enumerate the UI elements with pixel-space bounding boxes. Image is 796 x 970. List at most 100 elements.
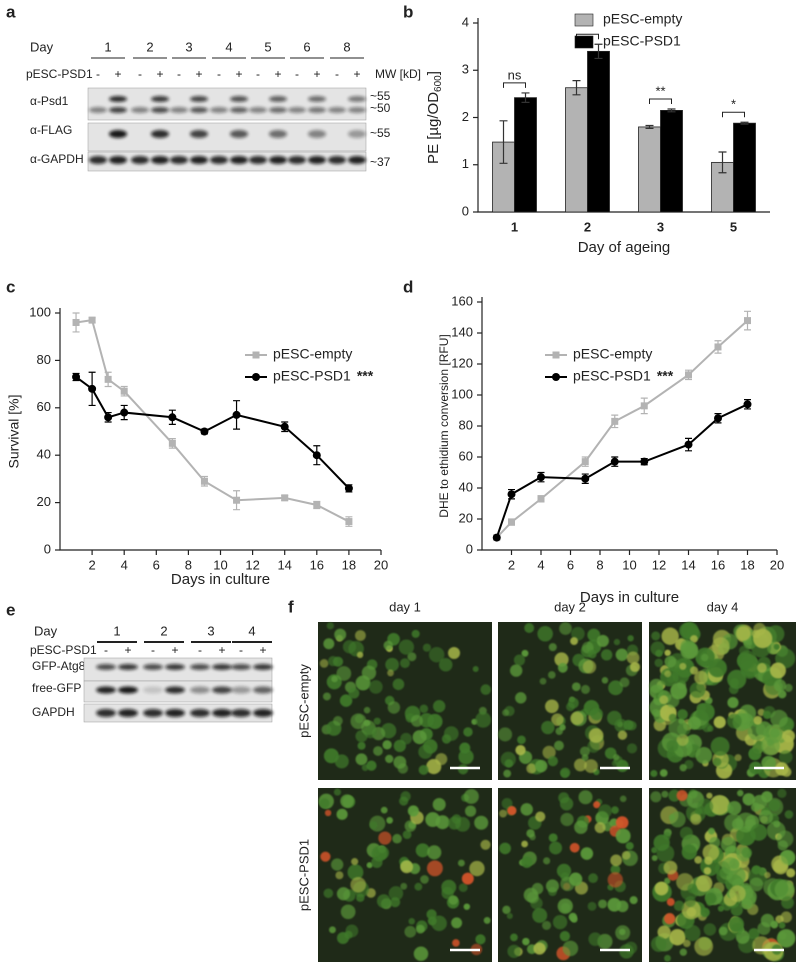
cell — [524, 623, 535, 633]
data-point — [168, 439, 176, 447]
blot-band — [210, 156, 228, 164]
blot-band — [96, 686, 116, 694]
cell — [588, 932, 602, 946]
blot-band — [288, 156, 306, 164]
cell — [730, 904, 743, 917]
cell — [526, 763, 537, 774]
cell — [623, 719, 634, 731]
blot-band — [253, 664, 273, 670]
x-tick-label: 5 — [730, 219, 737, 234]
plus-sign: + — [259, 643, 266, 657]
cell — [774, 879, 795, 900]
legend-label: pESC-PSD1 — [573, 368, 651, 384]
cell — [708, 658, 727, 678]
y-axis-label: Survival [%] — [6, 395, 22, 469]
cell — [498, 727, 513, 742]
cell — [786, 868, 796, 878]
cell — [355, 753, 368, 766]
y-tick-label: 0 — [44, 541, 51, 556]
cell — [463, 788, 479, 804]
cell — [580, 847, 594, 860]
cell — [513, 654, 526, 666]
y-tick-label: 100 — [29, 304, 51, 319]
cell — [537, 626, 553, 642]
cell — [654, 881, 669, 896]
cell — [734, 754, 742, 762]
micrograph — [318, 788, 492, 962]
cell — [562, 940, 579, 957]
cell — [718, 926, 728, 936]
cell — [499, 842, 511, 855]
y-tick-label: 120 — [451, 355, 473, 370]
cell — [545, 879, 559, 893]
cell — [629, 661, 641, 673]
cell — [535, 811, 546, 822]
cell — [448, 895, 459, 905]
cell — [335, 871, 344, 880]
x-tick-label: 3 — [657, 219, 664, 234]
cell — [319, 798, 330, 809]
cell — [650, 936, 667, 952]
cell — [776, 830, 794, 848]
cell — [727, 800, 742, 816]
cell — [422, 643, 432, 652]
day-number: 2 — [160, 623, 167, 638]
cell — [400, 882, 408, 890]
cell — [503, 769, 512, 778]
cell — [547, 671, 556, 679]
cell — [728, 916, 744, 932]
cell — [598, 804, 612, 818]
blot-band — [165, 709, 185, 717]
blot-band — [118, 709, 138, 717]
cell — [407, 805, 419, 817]
cell — [499, 809, 508, 818]
cell — [336, 808, 348, 820]
data-point — [492, 533, 501, 542]
cell — [753, 715, 763, 725]
cell — [361, 764, 369, 772]
plus-sign: + — [195, 67, 202, 81]
cell — [596, 634, 609, 647]
y-tick-label: 80 — [459, 417, 473, 432]
blot-band — [151, 96, 169, 102]
cell — [386, 817, 394, 824]
cell — [392, 678, 405, 691]
cell — [504, 759, 514, 768]
cell — [324, 809, 332, 817]
cell — [571, 626, 585, 641]
cell — [428, 646, 445, 663]
cell — [615, 816, 629, 829]
bar — [514, 97, 537, 213]
minus-sign: - — [96, 67, 100, 81]
blot-band — [348, 96, 366, 102]
y-tick-label: 4 — [462, 14, 469, 29]
blot-band — [190, 96, 208, 102]
y-axis-label-part: ] — [425, 71, 442, 75]
cell — [559, 622, 572, 635]
cell — [529, 833, 536, 841]
cell — [574, 820, 588, 834]
blot-band — [328, 107, 346, 113]
cell — [426, 860, 443, 877]
cell — [679, 662, 687, 670]
cell — [694, 856, 703, 864]
cell — [653, 834, 670, 851]
cell — [340, 794, 354, 808]
significance-annotation: * — [731, 97, 736, 112]
day-number: 4 — [225, 39, 232, 54]
cell — [506, 912, 513, 920]
cell — [608, 680, 623, 696]
cell — [584, 759, 598, 774]
cell — [474, 815, 489, 830]
blot-band — [190, 664, 210, 670]
cell — [607, 710, 622, 726]
blot-band — [231, 664, 251, 670]
cell — [736, 846, 751, 862]
cell — [331, 858, 344, 871]
data-point — [312, 451, 321, 460]
blot-band — [348, 107, 366, 113]
cell — [333, 716, 343, 726]
blot-strip — [87, 87, 367, 121]
blot-band — [89, 107, 107, 113]
cell — [651, 847, 658, 854]
